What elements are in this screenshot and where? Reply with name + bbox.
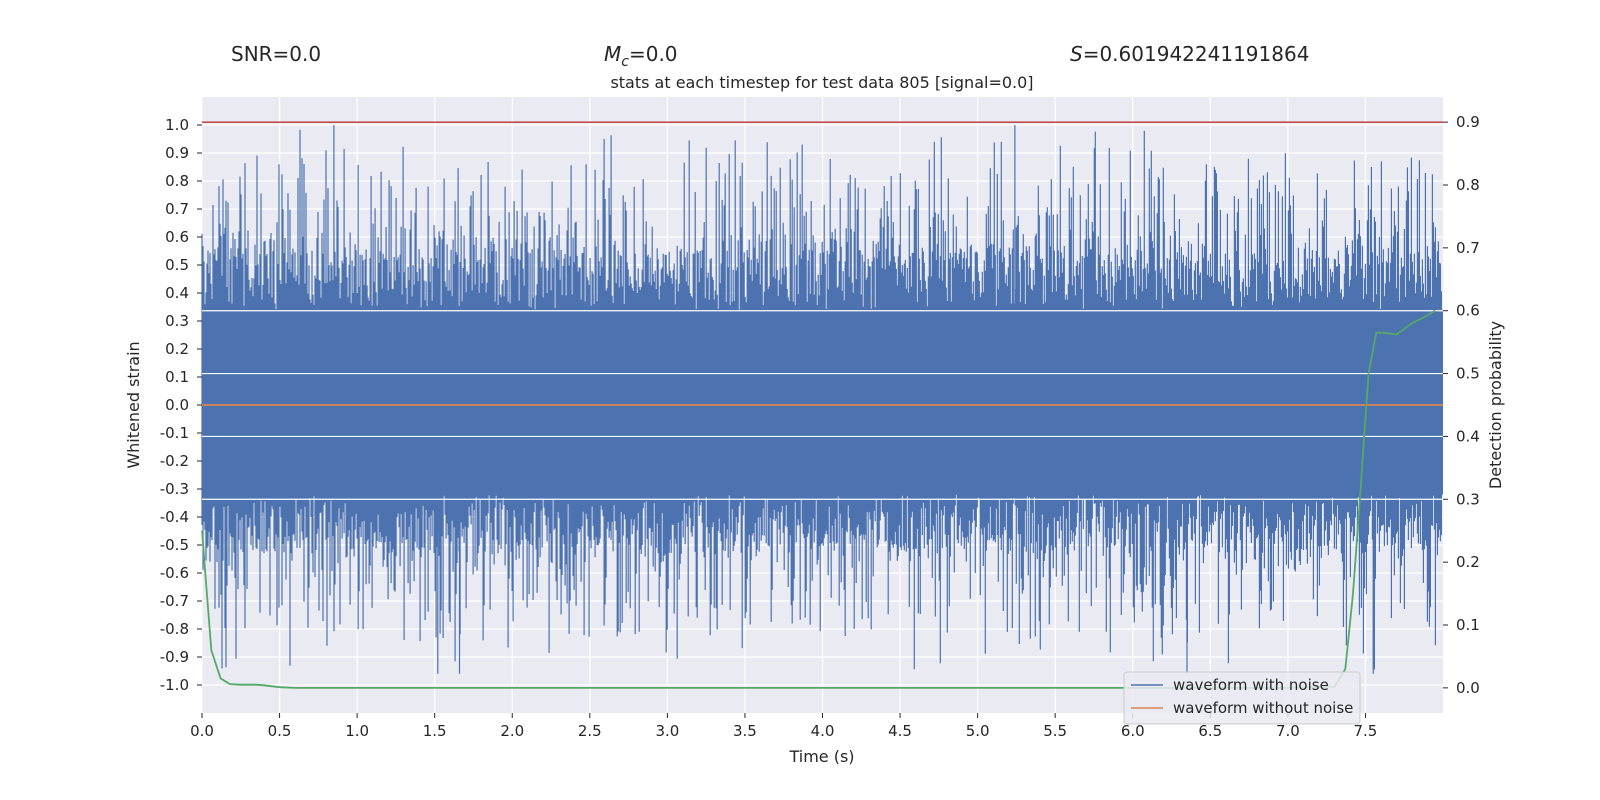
legend: waveform with noise waveform without noi… [1123,671,1361,725]
y-tick-label: -0.1 [160,424,189,442]
y2-tick-label: 0.4 [1456,427,1480,445]
y-tick-label: -0.7 [160,592,189,610]
x-tick-label: 3.5 [733,722,757,740]
y2-axis-label: Detection probability [1486,321,1505,489]
x-tick-label: 0.0 [190,722,214,740]
series-detection-probability [201,309,1436,689]
x-tick-label: 4.0 [811,722,835,740]
x-tick-label: 5.0 [966,722,990,740]
x-tick-label: 6.5 [1198,722,1222,740]
axes: 0.0 0.5 1.0 1.5 2.0 2.5 3.0 3.5 4.0 4.5 5.0 5.5 6.0 6… [160,113,1480,740]
y2-tick-label: 0.9 [1456,113,1480,131]
y-tick-label: 0.0 [165,396,189,414]
y-tick-label: 0.2 [165,340,189,358]
x-tick-label: 1.0 [345,722,369,740]
snr-label: SNR=0.0 [231,42,321,66]
y2-tick-label: 0.2 [1456,553,1480,571]
y2-tick-label: 0.6 [1456,302,1480,320]
y-tick-label: -0.5 [160,536,189,554]
y-tick-label: 0.6 [165,228,189,246]
chart-title: stats at each timestep for test data 805… [610,73,1033,92]
y-tick-label: -0.6 [160,564,189,582]
y2-tick-label: 0.8 [1456,176,1480,194]
y-tick-label: 0.9 [165,144,189,162]
y-tick-label: 1.0 [165,116,189,134]
x-tick-label: 4.5 [888,722,912,740]
s-label: S=0.601942241191864 [1070,42,1309,66]
y-tick-label: 0.1 [165,368,189,386]
s-symbol: S [1070,42,1083,66]
y-tick-label: 0.7 [165,200,189,218]
chirp-mass-subscript: c [621,54,629,70]
x-tick-label: 7.0 [1276,722,1300,740]
y2-tick-label: 0.1 [1456,616,1480,634]
legend-label-noise: waveform with noise [1173,676,1329,694]
y-tick-label: 0.3 [165,312,189,330]
y-tick-label: -0.4 [160,508,189,526]
chirp-mass-symbol: M [604,42,621,66]
x-tick-label: 5.5 [1043,722,1067,740]
s-value: =0.601942241191864 [1083,42,1310,66]
y2-tick-label: 0.0 [1456,679,1480,697]
x-tick-label: 2.0 [500,722,524,740]
y2-tick-label: 0.7 [1456,239,1480,257]
y-tick-label: 0.4 [165,284,189,302]
x-tick-label: 3.0 [655,722,679,740]
y2-tick-label: 0.5 [1456,365,1480,383]
x-tick-label: 1.5 [423,722,447,740]
x-tick-label: 0.5 [268,722,292,740]
y-tick-label: -0.9 [160,648,189,666]
chirp-mass-label: Mc=0.0 [604,42,678,70]
x-tick-label: 7.5 [1354,722,1378,740]
x-tick-label: 2.5 [578,722,602,740]
legend-label-clean: waveform without noise [1173,699,1353,717]
y-tick-label: 0.5 [165,256,189,274]
y2-tick-label: 0.3 [1456,490,1480,508]
x-tick-label: 6.0 [1121,722,1145,740]
y-tick-label: -0.8 [160,620,189,638]
legend-box [1123,671,1361,725]
series-waveform-with-noise [201,125,1442,674]
y-tick-label: -0.3 [160,480,189,498]
y-tick-label: -1.0 [160,676,189,694]
x-axis-label: Time (s) [788,747,854,766]
y-tick-label: -0.2 [160,452,189,470]
chirp-mass-value: =0.0 [629,42,678,66]
y-tick-label: 0.8 [165,172,189,190]
marks [201,121,1443,689]
y-axis-label: Whitened strain [124,341,143,468]
